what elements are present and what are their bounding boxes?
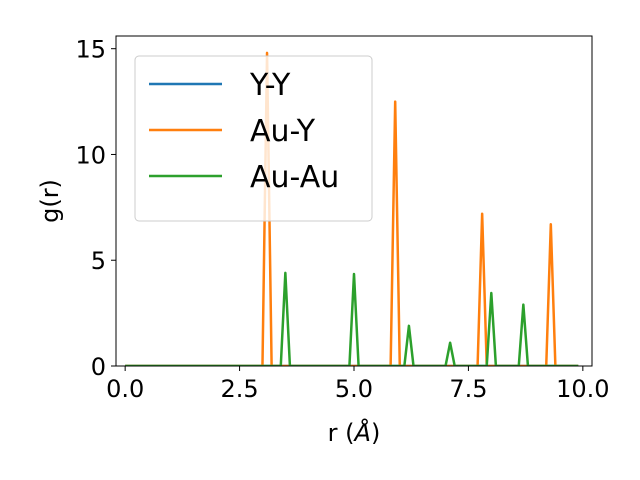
y-axis-label: g(r)	[36, 179, 64, 223]
x-axis: 0.0 2.5 5.0 7.5 10.0	[106, 366, 610, 403]
legend-label: Y-Y	[249, 68, 291, 103]
y-tick-label: 10	[75, 141, 106, 169]
x-axis-label: r (Å)	[328, 418, 381, 447]
x-tick-label: 5.0	[335, 375, 373, 403]
x-tick-label: 10.0	[556, 375, 609, 403]
legend-label: Au-Au	[250, 160, 339, 195]
x-tick-label: 2.5	[220, 375, 258, 403]
y-axis: 0 5 10 15	[75, 36, 116, 381]
y-tick-label: 5	[91, 247, 106, 275]
x-tick-label: 0.0	[106, 375, 144, 403]
legend-box	[134, 55, 373, 222]
y-tick-label: 0	[91, 353, 106, 381]
series-line-au-au	[125, 271, 579, 366]
legend: Y-Y Au-Y Au-Au	[134, 55, 373, 222]
legend-label: Au-Y	[250, 114, 316, 149]
x-tick-label: 7.5	[449, 375, 487, 403]
y-tick-label: 15	[75, 36, 106, 64]
